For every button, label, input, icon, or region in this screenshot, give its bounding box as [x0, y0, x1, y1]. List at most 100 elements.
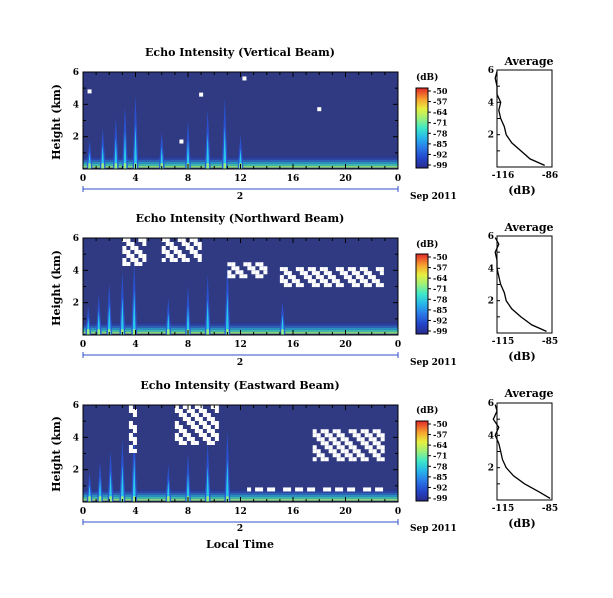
missing-data-cell [132, 409, 137, 413]
missing-data-cell [193, 238, 198, 242]
date-label: Sep 2011 [410, 192, 457, 202]
missing-data-cell [347, 487, 352, 492]
colorbar-tick-label: -57 [433, 263, 447, 273]
missing-data-cell [335, 487, 340, 492]
colorbar-tick-label: -78 [433, 294, 448, 304]
missing-data-cell [142, 242, 147, 246]
missing-data-cell [247, 262, 252, 267]
missing-data-cell [210, 441, 215, 445]
missing-data-cell [307, 487, 312, 492]
x-tick-label: 20 [339, 507, 352, 517]
missing-data-cell [319, 275, 324, 280]
missing-data-cell [235, 266, 240, 271]
y-tick-label: 2 [73, 466, 79, 476]
colorbar-tick-label: -71 [433, 451, 447, 461]
missing-data-cell [174, 421, 179, 425]
missing-data-cell [319, 279, 324, 284]
y-tick-label: 6 [73, 401, 79, 411]
missing-data-cell [186, 405, 191, 409]
panel-title: Echo Intensity (Vertical Beam) [145, 46, 335, 59]
missing-data-cell [231, 266, 236, 271]
x-tick-label: 4 [132, 507, 138, 517]
missing-data-cell [336, 457, 341, 462]
x-tick-label: 0 [395, 507, 401, 517]
missing-data-cell [122, 262, 127, 266]
echo-spike-base [132, 329, 136, 335]
missing-data-cell [380, 449, 385, 454]
y-axis-label: Height (km) [50, 84, 63, 160]
missing-data-cell [380, 433, 385, 438]
missing-data-cell [194, 417, 199, 421]
average-y-tick-label: 4 [488, 431, 494, 441]
missing-data-cell [267, 487, 272, 492]
missing-data-cell [343, 275, 348, 280]
missing-data-cell [335, 279, 340, 284]
missing-data-cell [193, 254, 198, 258]
missing-data-cell [339, 487, 344, 492]
missing-data-cell [363, 279, 368, 284]
date-label: Sep 2011 [410, 358, 457, 368]
colorbar-scale [415, 87, 429, 169]
missing-data-cell [199, 92, 204, 97]
day-label: 2 [237, 358, 243, 368]
echo-spike-base [167, 329, 170, 335]
missing-data-cell [283, 279, 288, 284]
missing-data-cell [138, 238, 143, 242]
echo-spike-base [223, 163, 226, 169]
heatmap-plot: 0 4 8 12 16 20 0 2 4 6 [73, 401, 401, 525]
missing-data-cell [210, 429, 215, 433]
missing-data-cell [347, 275, 352, 280]
x-axis-label: Local Time [206, 538, 274, 551]
missing-data-cell [178, 413, 183, 417]
missing-data-cell [307, 275, 312, 280]
missing-data-cell [375, 283, 380, 288]
missing-data-cell [336, 441, 341, 446]
missing-data-cell [198, 433, 203, 437]
missing-data-cell [263, 270, 268, 275]
missing-data-cell [351, 279, 356, 284]
missing-data-cell [87, 89, 92, 94]
missing-data-cell [363, 487, 368, 492]
missing-data-cell [323, 267, 328, 272]
y-tick-label: 4 [73, 433, 79, 443]
missing-data-cell [198, 421, 203, 425]
missing-data-cell [303, 275, 308, 280]
missing-data-cell [355, 275, 360, 280]
missing-data-cell [340, 457, 345, 462]
average-y-tick-label: 2 [488, 131, 494, 141]
panel-northward: Echo Intensity (Northward Beam) 0 4 8 12 16 2… [50, 212, 558, 368]
missing-data-cell [311, 283, 316, 288]
missing-data-cell [339, 267, 344, 272]
missing-data-cell [324, 445, 329, 450]
missing-data-cell [174, 433, 179, 437]
missing-data-cell [134, 250, 139, 254]
missing-data-cell [169, 258, 174, 262]
unit-label: (dB) [416, 405, 438, 416]
missing-data-cell [368, 437, 373, 442]
missing-data-cell [323, 283, 328, 288]
missing-data-cell [372, 453, 377, 458]
missing-data-cell [380, 437, 385, 442]
average-profile-line [494, 237, 547, 332]
echo-band-cell [83, 492, 398, 495]
echo-spike-core [132, 290, 136, 335]
echo-spike-base [88, 163, 91, 169]
missing-data-cell [193, 242, 198, 246]
missing-data-cell [312, 457, 317, 462]
echo-spike-core [97, 310, 101, 335]
missing-data-cell [316, 449, 321, 454]
colorbar-tick-label: -92 [433, 149, 447, 159]
missing-data-cell [364, 441, 369, 446]
missing-data-cell [324, 457, 329, 462]
missing-data-cell [283, 271, 288, 276]
missing-data-cell [339, 283, 344, 288]
missing-data-cell [214, 437, 219, 441]
missing-data-cell [165, 254, 170, 258]
missing-data-cell [360, 453, 365, 458]
missing-data-cell [130, 258, 135, 262]
average-profile-plot: 2 4 6 -116 -86 [488, 66, 558, 181]
missing-data-cell [178, 429, 183, 433]
missing-data-cell [259, 274, 264, 279]
echo-spike-core [107, 303, 111, 335]
